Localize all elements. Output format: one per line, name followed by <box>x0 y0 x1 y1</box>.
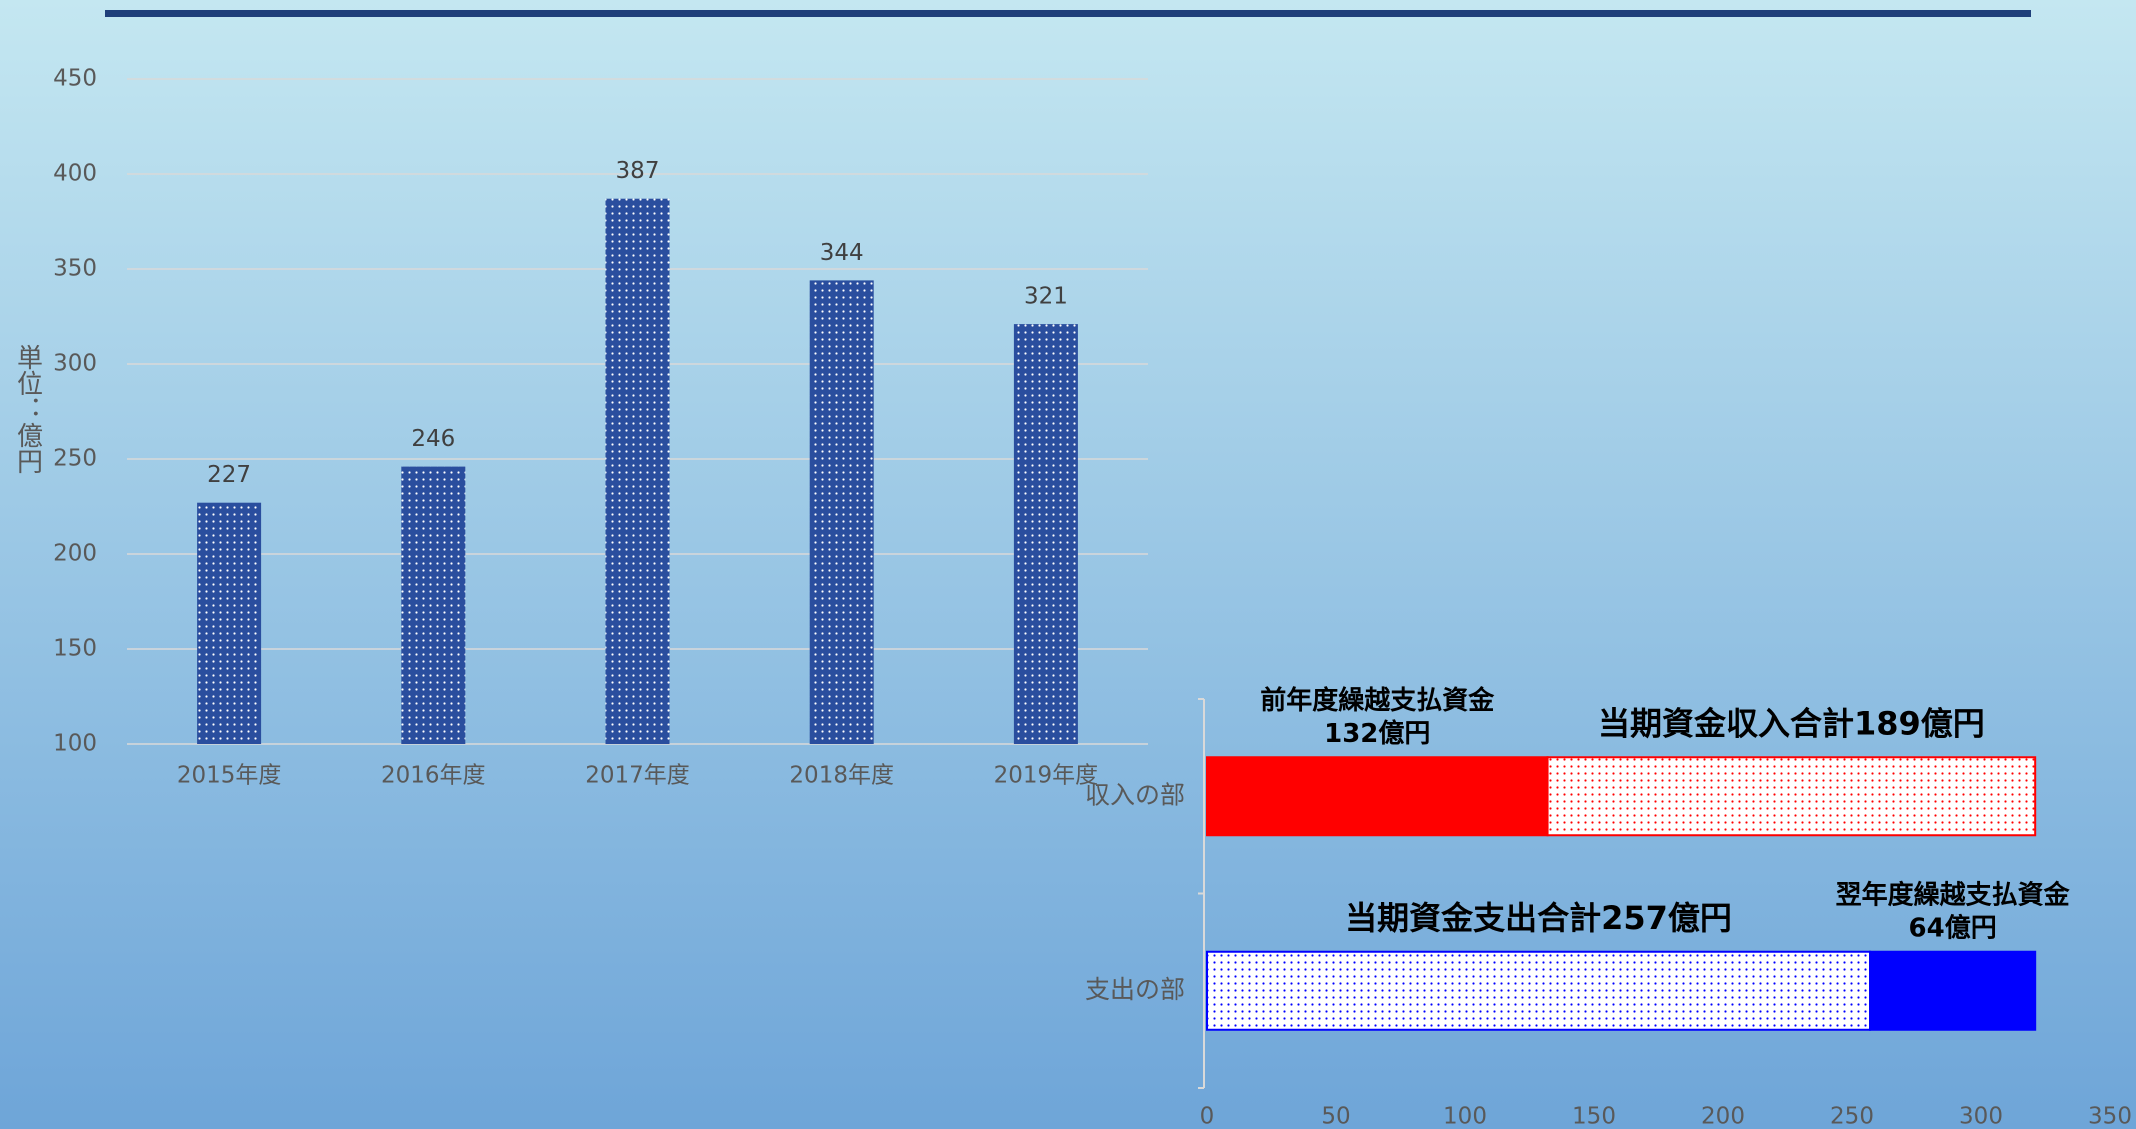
x-tick-label: 200 <box>1701 1104 1745 1129</box>
bar <box>809 280 874 744</box>
data-label: 227 <box>207 462 251 488</box>
x-tick-label: 0 <box>1200 1104 1215 1129</box>
top-rule <box>105 10 2031 17</box>
y-tick-label: 300 <box>53 351 97 377</box>
series-name: 翌年度繰越支払資金 <box>1836 879 2071 910</box>
bar <box>1013 324 1078 744</box>
x-tick-label: 250 <box>1830 1104 1874 1129</box>
x-tick-label: 2016年度 <box>381 763 486 789</box>
bar <box>197 502 262 744</box>
data-label: 321 <box>1024 284 1068 310</box>
y-tick-label: 150 <box>53 636 97 662</box>
bar <box>401 466 466 744</box>
bar-segment <box>1869 950 2037 1031</box>
x-tick-label: 300 <box>1959 1104 2003 1129</box>
x-tick-label: 2018年度 <box>789 763 894 789</box>
category-label: 支出の部 <box>1085 975 1185 1004</box>
x-tick-label: 350 <box>2088 1104 2132 1129</box>
y-tick-label: 450 <box>53 66 97 92</box>
y-tick-label: 400 <box>53 161 97 187</box>
data-label: 344 <box>820 240 864 266</box>
x-tick-label: 50 <box>1321 1104 1350 1129</box>
data-label: 64億円 <box>1909 913 1997 943</box>
data-label: 当期資金収入合計189億円 <box>1598 704 1985 742</box>
y-tick-label: 100 <box>53 731 97 757</box>
x-tick-label: 150 <box>1572 1104 1616 1129</box>
y-axis-label: 単位：億円 <box>13 344 43 474</box>
x-tick-label: 2019年度 <box>994 763 1099 789</box>
bar-segment <box>1206 756 1549 837</box>
x-tick-label: 100 <box>1443 1104 1487 1129</box>
y-tick-label: 250 <box>53 446 97 472</box>
x-tick-label: 2017年度 <box>585 763 690 789</box>
bar <box>605 198 670 744</box>
data-label: 当期資金支出合計257億円 <box>1345 899 1732 937</box>
y-tick-label: 200 <box>53 541 97 567</box>
bar-segment <box>1546 756 2037 837</box>
bar-segment <box>1206 950 1872 1031</box>
data-label: 387 <box>616 158 660 184</box>
series-name: 前年度繰越支払資金 <box>1260 685 1495 716</box>
data-label: 132億円 <box>1324 719 1430 749</box>
category-label: 収入の部 <box>1085 780 1185 809</box>
x-tick-label: 2015年度 <box>177 763 282 789</box>
data-label: 246 <box>411 426 455 452</box>
y-tick-label: 350 <box>53 256 97 282</box>
